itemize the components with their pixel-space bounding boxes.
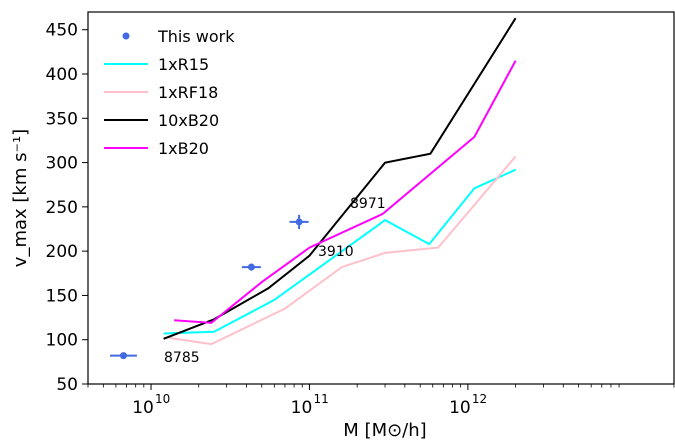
point-marker-3910	[247, 263, 255, 271]
legend-item-10xb20: 10xB20	[104, 111, 219, 130]
plot-area	[110, 17, 517, 360]
x-axis-label: M [M⊙/h]	[343, 420, 426, 441]
legend-item-1xb20: 1xB20	[104, 139, 209, 158]
point-marker-8785	[119, 352, 127, 360]
y-tick-label: 250	[46, 198, 78, 218]
series-line-1xr15	[163, 168, 517, 335]
legend-item-this-work: This work	[122, 27, 235, 46]
y-axis-label: v_max [km s⁻¹]	[10, 129, 31, 267]
y-tick-label: 150	[46, 286, 78, 306]
legend-label-this-work: This work	[157, 27, 235, 46]
series-line-1xrf18	[168, 155, 517, 346]
series-line-10xb20	[163, 17, 517, 340]
x-tick-exponent: 12	[472, 392, 487, 406]
y-tick-label: 300	[46, 154, 78, 174]
y-tick-label: 200	[46, 242, 78, 262]
point-marker-8971	[295, 218, 303, 226]
legend-label-1xrf18: 1xRF18	[158, 83, 218, 102]
legend-label-10xb20: 10xB20	[158, 111, 219, 130]
point-label-8785: 8785	[164, 350, 200, 366]
axes: 8785 3910 8971 50 100 150 200 250 300 350 400 450 10…	[10, 11, 675, 441]
y-tick-label: 350	[46, 109, 78, 129]
y-tick-label: 100	[46, 331, 78, 351]
legend-marker-this-work	[122, 32, 130, 40]
point-label-3910: 3910	[318, 244, 354, 260]
x-tick-exponent: 11	[313, 392, 328, 406]
y-tick-label: 400	[46, 65, 78, 85]
legend-label-1xb20: 1xB20	[158, 139, 209, 158]
plot-frame	[87, 11, 675, 385]
legend: This work 1xR15 1xRF18 10xB20 1xB20	[104, 27, 235, 158]
legend-item-1xr15: 1xR15	[104, 55, 209, 74]
x-tick-label: 10	[291, 398, 313, 418]
x-tick-exponent: 10	[155, 392, 170, 406]
point-label-8971: 8971	[350, 196, 386, 212]
legend-item-1xrf18: 1xRF18	[104, 83, 218, 102]
series-line-1xb20	[174, 60, 517, 324]
y-tick-label: 50	[56, 375, 78, 395]
x-tick-label: 10	[132, 398, 154, 418]
legend-label-1xr15: 1xR15	[158, 55, 209, 74]
y-tick-label: 450	[46, 21, 78, 41]
x-tick-label: 10	[449, 398, 471, 418]
